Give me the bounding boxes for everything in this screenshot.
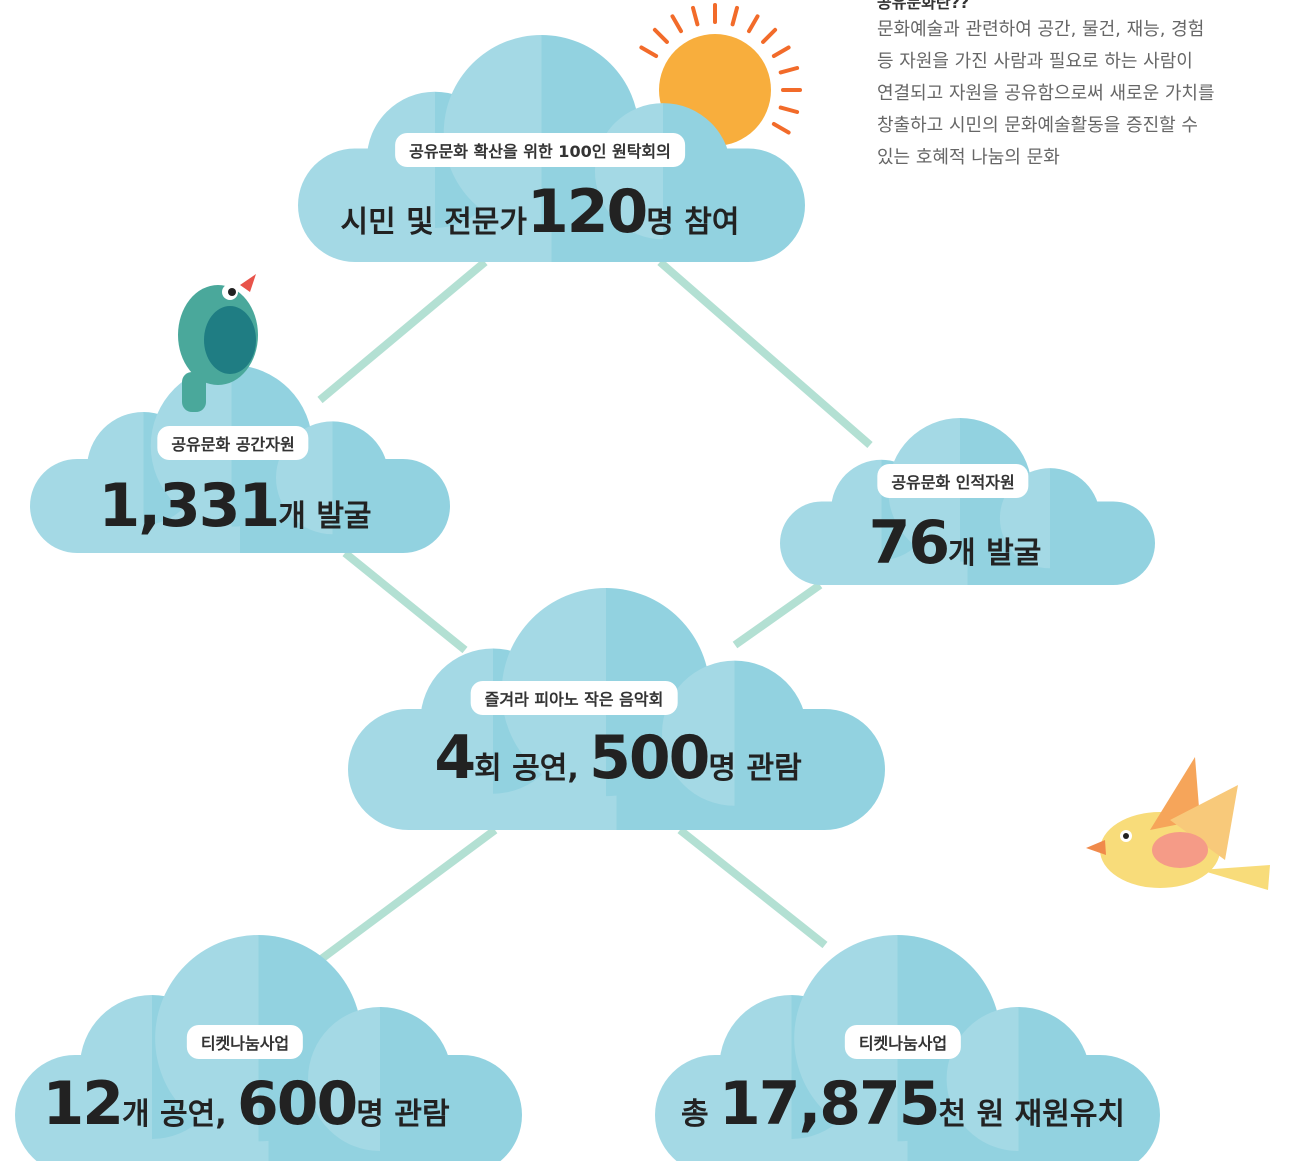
number: 17,875 [719, 1069, 939, 1139]
infographic: 공유문화란?? 문화예술과 관련하여 공간, 물건, 재능, 경험 등 자원을 … [0, 0, 1291, 1161]
info-line: 창출하고 시민의 문화예술활동을 증진할 수 [877, 110, 1277, 142]
info-line: 등 자원을 가진 사람과 필요로 하는 사람이 [877, 46, 1277, 78]
text: 명 관람 [708, 751, 801, 786]
shape [749, 16, 758, 31]
cloud-label: 즐겨라 피아노 작은 음악회 [471, 681, 678, 715]
cloud-label: 티켓나눔사업 [845, 1025, 961, 1059]
cloud-text: 총 17,875천 원 재원유치 [681, 1069, 1125, 1139]
info-line: 연결되고 자원을 공유함으로써 새로운 가치를 [877, 78, 1277, 110]
cloud-label: 공유문화 확산을 위한 100인 원탁회의 [395, 133, 685, 167]
text: 명 관람 [356, 1097, 449, 1132]
number: 1,331 [98, 471, 278, 541]
number: 500 [589, 723, 708, 793]
cloud-text: 1,331개 발굴 [98, 471, 371, 541]
text: 개 공연, [122, 1097, 237, 1132]
number: 120 [527, 177, 646, 247]
text: 회 공연, [474, 751, 589, 786]
shape [673, 16, 682, 31]
cloud-text: 4회 공연, 500명 관람 [434, 723, 801, 793]
number: 4 [434, 723, 474, 793]
number: 76 [869, 508, 949, 578]
text: 명 참여 [646, 205, 739, 240]
bird-yellow [1086, 757, 1270, 890]
shape [774, 124, 789, 133]
info-line: 문화예술과 관련하여 공간, 물건, 재능, 경험 [877, 14, 1277, 46]
shape [693, 8, 697, 24]
artwork [0, 0, 1291, 1161]
shape [655, 30, 667, 42]
text: 총 [681, 1097, 719, 1132]
text: 천 원 재원유치 [939, 1097, 1126, 1132]
shape [641, 48, 656, 57]
shape [774, 48, 789, 57]
shape [763, 30, 775, 42]
cloud-text: 12개 공연, 600명 관람 [42, 1069, 449, 1139]
shape [781, 108, 797, 112]
cloud-label: 티켓나눔사업 [187, 1025, 303, 1059]
shape [733, 8, 737, 24]
number: 600 [237, 1069, 356, 1139]
info-title: 공유문화란?? [877, 0, 1277, 14]
text: 개 발굴 [278, 499, 371, 534]
cloud-text: 76개 발굴 [869, 508, 1042, 578]
cloud-text: 시민 및 전문가120명 참여 [341, 177, 740, 247]
info-box: 공유문화란?? 문화예술과 관련하여 공간, 물건, 재능, 경험 등 자원을 … [877, 0, 1277, 174]
text: 시민 및 전문가 [341, 205, 528, 240]
number: 12 [42, 1069, 122, 1139]
shape [781, 68, 797, 72]
cloud-label: 공유문화 인적자원 [877, 464, 1028, 498]
cloud-label: 공유문화 공간자원 [157, 426, 308, 460]
info-line: 있는 호혜적 나눔의 문화 [877, 142, 1277, 174]
text: 개 발굴 [948, 536, 1041, 571]
